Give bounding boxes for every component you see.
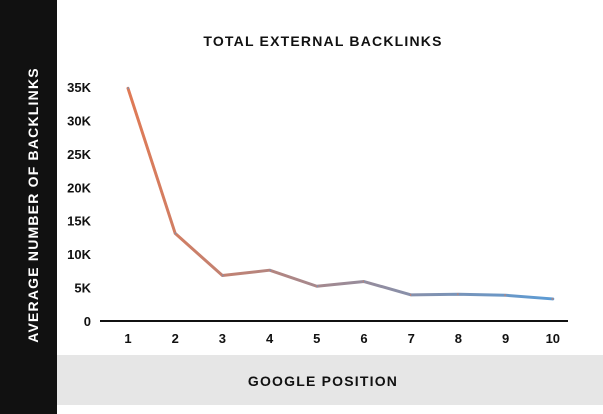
- x-tick-label: 8: [455, 331, 462, 346]
- y-tick-labels: 0 5K 10K 15K 20K 25K 30K 35K: [67, 80, 91, 329]
- y-axis-label: AVERAGE NUMBER OF BACKLINKS: [25, 67, 41, 343]
- y-tick-label: 10K: [67, 247, 91, 262]
- data-point: [126, 87, 130, 90]
- y-tick-label: 30K: [67, 113, 91, 128]
- data-point: [221, 274, 224, 277]
- y-tick-label: 20K: [67, 180, 91, 195]
- x-tick-label: 5: [313, 331, 320, 346]
- series-group: [126, 86, 555, 301]
- x-tick-label: 2: [172, 331, 179, 346]
- x-tick-label: 1: [124, 331, 131, 346]
- y-tick-label: 35K: [67, 80, 91, 95]
- y-tick-label: 15K: [67, 214, 91, 229]
- x-tick-label: 7: [408, 331, 415, 346]
- y-axis-label-band: [0, 0, 57, 414]
- data-point: [504, 294, 507, 297]
- x-tick-label: 6: [360, 331, 367, 346]
- y-tick-label: 0: [84, 314, 91, 329]
- x-tick-label: 4: [266, 331, 274, 346]
- x-tick-label: 10: [546, 331, 560, 346]
- x-tick-label: 3: [219, 331, 226, 346]
- chart-title: TOTAL EXTERNAL BACKLINKS: [203, 33, 442, 49]
- data-point: [362, 280, 366, 283]
- y-tick-label: 5K: [74, 281, 91, 296]
- series-line: [126, 86, 555, 301]
- data-point: [268, 268, 271, 272]
- x-tick-labels: 1 2 3 4 5 6 7 8 9 10: [124, 331, 560, 346]
- data-point: [410, 293, 413, 297]
- data-point: [551, 297, 554, 301]
- data-point: [174, 232, 177, 235]
- data-point: [457, 293, 460, 296]
- x-tick-label: 9: [502, 331, 509, 346]
- x-axis-label-band: [57, 355, 603, 405]
- data-point: [315, 285, 318, 288]
- x-axis-label: GOOGLE POSITION: [248, 373, 398, 389]
- y-tick-label: 25K: [67, 147, 91, 162]
